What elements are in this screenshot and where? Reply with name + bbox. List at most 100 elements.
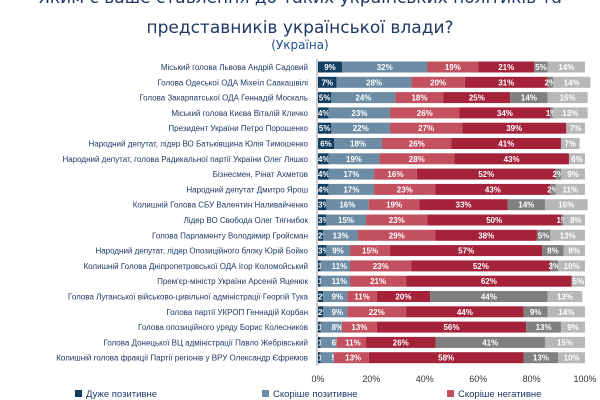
category-label: Колишній Голова СБУ Валентин Наливайченк… <box>133 201 309 210</box>
bar-segment <box>328 107 391 119</box>
bar-segment <box>435 336 545 348</box>
bar-segment <box>318 336 321 348</box>
bar-segment <box>347 306 407 318</box>
bar-segment <box>318 92 332 104</box>
category-label: Голова партії УКРОП Геннадій Корбан <box>166 308 308 317</box>
data-label: 5% <box>319 94 331 103</box>
bar-segment <box>526 321 561 333</box>
data-label: 16% <box>387 170 403 179</box>
bar-segment <box>411 260 551 272</box>
data-label: 15% <box>362 247 378 256</box>
bar-segment <box>507 199 545 211</box>
data-label: 11% <box>332 262 348 271</box>
bar-segment <box>534 61 548 73</box>
data-label: 22% <box>369 308 385 317</box>
data-label: 13% <box>560 231 576 240</box>
data-label: 2% <box>547 185 559 194</box>
bar-segment <box>331 122 391 134</box>
bar-segment <box>411 76 465 88</box>
data-label: 3% <box>318 247 330 256</box>
data-label: 13% <box>536 323 552 332</box>
bar-segment <box>560 321 585 333</box>
category-label: Голова Луганської військово-цивільної ад… <box>68 293 309 302</box>
data-label: 24% <box>355 94 371 103</box>
data-label: 19% <box>445 63 461 72</box>
data-label: 8% <box>570 216 582 225</box>
data-label: 52% <box>478 170 494 179</box>
data-label: 13% <box>351 323 367 332</box>
bar-segment <box>368 352 524 364</box>
data-label: 28% <box>409 155 425 164</box>
x-tick-label: 20% <box>362 374 380 384</box>
bar-segment <box>550 183 556 195</box>
bar-segment <box>427 214 561 226</box>
bar-segment <box>326 214 367 226</box>
data-label: 4% <box>318 155 330 164</box>
data-label: 5% <box>535 63 547 72</box>
bar-segment <box>320 275 351 287</box>
bar-segment <box>390 122 463 134</box>
data-label: 44% <box>457 308 473 317</box>
legend-item-0: Дуже позитивне <box>75 389 157 400</box>
data-label: 2% <box>545 78 557 87</box>
bar-segment <box>336 76 412 88</box>
data-label: 21% <box>498 63 514 72</box>
bar-segment <box>336 336 367 348</box>
bar-segment <box>406 306 524 318</box>
data-label: 21% <box>370 277 386 286</box>
data-label: 15% <box>557 338 573 347</box>
bar-segment <box>318 168 329 180</box>
bar-segment <box>443 92 511 104</box>
bar-segment <box>555 168 561 180</box>
data-label: 39% <box>506 124 522 133</box>
bar-segment <box>451 138 561 149</box>
category-label: Народний депутат, голова Радикальної пар… <box>62 155 308 164</box>
data-label: 32% <box>377 63 393 72</box>
data-label: 62% <box>481 277 497 286</box>
bar-segment <box>320 321 343 333</box>
bar-segment <box>366 336 436 348</box>
bar-segment <box>334 352 369 364</box>
category-label: Голова Донецької ВЦ адміністрації Павло … <box>103 338 308 347</box>
bar-segment <box>560 168 585 180</box>
legend-label: Дуже позитивне <box>86 389 157 400</box>
category-label: Міський голова Києва Віталій Кличко <box>171 109 308 118</box>
data-label: 5% <box>319 124 331 133</box>
data-label: 13% <box>345 354 361 363</box>
data-label: 44% <box>481 293 497 302</box>
data-label: 43% <box>485 185 501 194</box>
bar-segment <box>523 306 548 318</box>
data-label: 26% <box>393 338 409 347</box>
bar-segment <box>326 199 369 211</box>
bar-segment <box>560 138 580 149</box>
bar-segment <box>395 92 444 104</box>
category-label: Народний депутат, лідер Опозиційного бло… <box>95 247 308 256</box>
bar-segment <box>342 61 428 73</box>
bar-segment <box>318 260 321 272</box>
data-label: 5% <box>538 231 550 240</box>
data-label: 2% <box>553 170 565 179</box>
data-label: 15% <box>560 94 576 103</box>
data-label: 3% <box>549 262 561 271</box>
legend-item-2: Скоріше негативне <box>447 389 541 400</box>
data-label: 5% <box>573 277 585 286</box>
bar-segment <box>374 183 436 195</box>
bar-segment <box>318 122 332 134</box>
bar-segment <box>368 199 420 211</box>
x-tick-label: 60% <box>469 374 487 384</box>
bar-segment <box>390 107 460 119</box>
data-label: 9% <box>332 293 344 302</box>
data-label: 18% <box>350 140 366 149</box>
bar-segment <box>323 306 348 318</box>
bar-segment <box>320 336 337 348</box>
data-label: 9% <box>530 308 542 317</box>
data-label: 7% <box>322 78 334 87</box>
data-label: 6% <box>571 155 583 164</box>
data-label: 10% <box>564 354 580 363</box>
bar-segment <box>376 321 527 333</box>
category-label: Міський голова Львова Андрій Садовий <box>161 63 308 72</box>
bar-segment <box>566 122 585 134</box>
bar-segment <box>435 183 551 195</box>
data-label: 1% <box>546 109 558 118</box>
